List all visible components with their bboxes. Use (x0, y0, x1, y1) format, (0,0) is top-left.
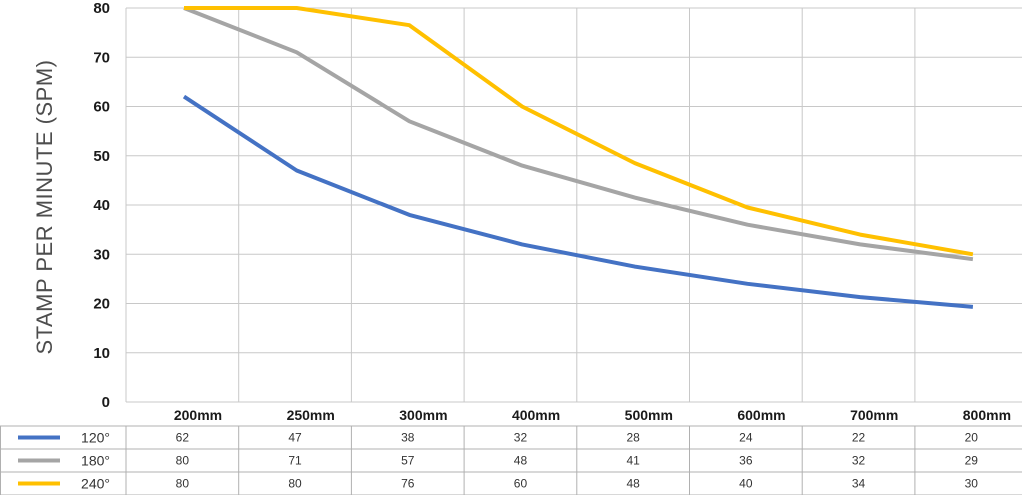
table-cell: 48 (626, 477, 640, 491)
table-cell: 80 (176, 477, 190, 491)
table-cell: 41 (626, 454, 640, 468)
y-tick-label: 20 (93, 296, 110, 313)
table-cell: 62 (176, 431, 190, 445)
series-line-2 (184, 6, 974, 257)
table-cell: 22 (852, 431, 866, 445)
table-cell: 48 (514, 454, 528, 468)
table-cell: 28 (626, 431, 640, 445)
y-axis-label: STAMP PER MINUTE (SPM) (32, 60, 57, 355)
table-cell: 34 (852, 477, 866, 491)
y-tick-label: 40 (93, 197, 110, 214)
x-tick-label: 400mm (512, 407, 560, 423)
table-cell: 29 (965, 454, 979, 468)
table-row: 120° 62 47 38 32 28 24 22 20 (18, 430, 978, 446)
table-cell: 20 (965, 431, 979, 445)
x-tick-label: 200mm (174, 407, 222, 423)
x-tick-label: 300mm (399, 407, 447, 423)
series-line-1 (183, 6, 974, 262)
x-tick-label: 700mm (850, 407, 898, 423)
legend-label: 120° (81, 430, 110, 446)
x-tick-label: 500mm (625, 407, 673, 423)
y-tick-label: 70 (93, 49, 110, 66)
y-axis-ticks: 0 10 20 30 40 50 60 70 80 (93, 0, 110, 411)
table-row: 180° 80 71 57 48 41 36 32 29 (18, 453, 978, 469)
x-tick-label: 600mm (737, 407, 785, 423)
y-tick-label: 30 (93, 246, 110, 263)
x-tick-label: 250mm (287, 407, 335, 423)
table-cell: 38 (401, 431, 415, 445)
y-tick-label: 80 (93, 0, 110, 17)
grid (125, 7, 1022, 403)
table-cell: 47 (288, 431, 302, 445)
table-cell: 57 (401, 454, 415, 468)
table-cell: 32 (514, 431, 528, 445)
y-tick-label: 0 (102, 394, 110, 411)
series-lines (182, 6, 974, 309)
x-axis-ticks: 200mm 250mm 300mm 400mm 500mm 600mm 700mm 800mm (174, 407, 1011, 423)
table-cell: 24 (739, 431, 753, 445)
y-tick-label: 10 (93, 345, 110, 362)
data-table: 120° 62 47 38 32 28 24 22 20 180° 80 71 57 48 41 36 32 29… (0, 425, 1022, 495)
table-cell: 40 (739, 477, 753, 491)
table-cell: 80 (176, 454, 190, 468)
table-cell: 60 (514, 477, 528, 491)
series-line-0 (182, 94, 974, 309)
table-row: 240° 80 80 76 60 48 40 34 30 (18, 476, 978, 492)
table-cell: 30 (965, 477, 979, 491)
table-cell: 32 (852, 454, 866, 468)
y-tick-label: 60 (93, 99, 110, 116)
x-tick-label: 800mm (963, 407, 1011, 423)
table-cell: 80 (288, 477, 302, 491)
y-tick-label: 50 (93, 148, 110, 165)
table-cell: 76 (401, 477, 415, 491)
legend-label: 240° (81, 476, 110, 492)
table-cell: 36 (739, 454, 753, 468)
legend-label: 180° (81, 453, 110, 469)
table-cell: 71 (288, 454, 302, 468)
